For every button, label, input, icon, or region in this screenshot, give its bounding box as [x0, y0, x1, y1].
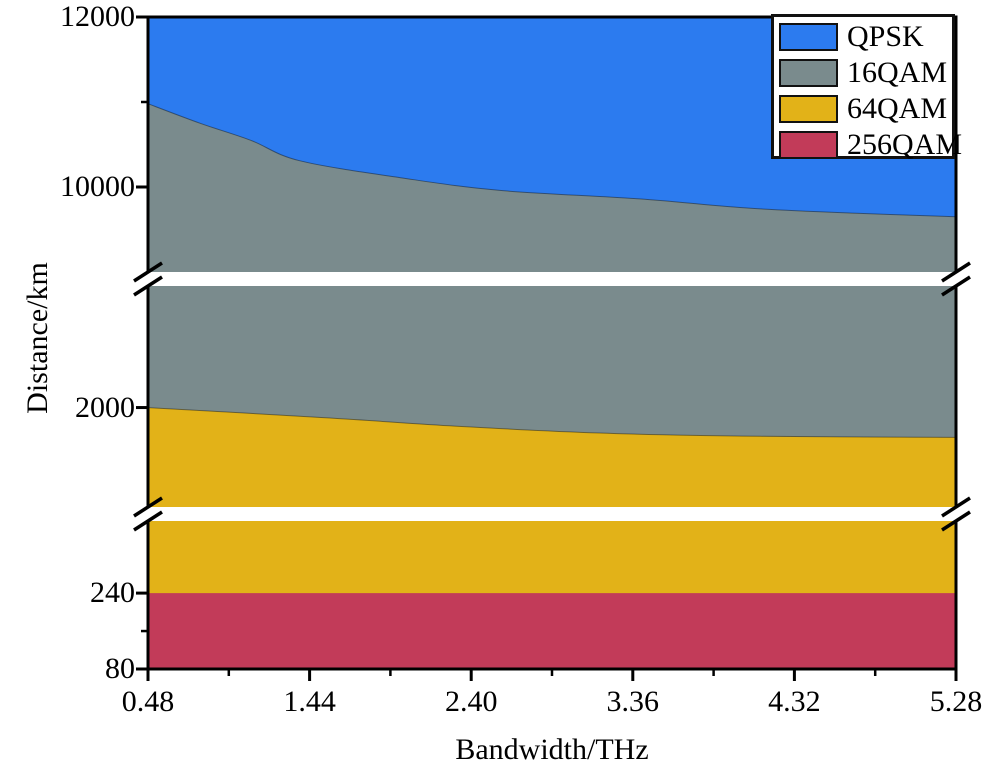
- legend-item-256qam: 256QAM: [779, 128, 963, 161]
- axis-break-band-1: [145, 272, 959, 286]
- axis-break-mark: [941, 261, 971, 283]
- y-tick-label-10000: 10000: [60, 170, 135, 203]
- boundary-line-qpsk: [147, 103, 957, 218]
- legend-label-256qam: 256QAM: [847, 128, 963, 161]
- legend-label-64qam: 64QAM: [847, 92, 948, 125]
- legend-item-16qam: 16QAM: [779, 56, 948, 89]
- legend-label-qpsk: QPSK: [847, 20, 924, 53]
- legend-swatch-256qam: [779, 131, 838, 159]
- x-tick-label-2.40: 2.40: [444, 685, 498, 718]
- x-tick-label-3.36: 3.36: [606, 685, 660, 718]
- legend: QPSK 16QAM 64QAM 256QAM: [771, 14, 962, 160]
- x-tick-label-1.44: 1.44: [283, 685, 336, 718]
- axis-break-mark: [941, 510, 971, 532]
- x-tick-label-0.48: 0.48: [121, 685, 175, 718]
- y-axis-title: Distance/km: [21, 262, 54, 414]
- y-tick-label-2000: 2000: [75, 390, 135, 424]
- x-axis-title: Bandwidth/THz: [455, 733, 649, 766]
- boundary-line-16qam: [147, 407, 957, 438]
- y-tick-label-240: 240: [90, 576, 135, 610]
- y-tick-label-80: 80: [105, 652, 135, 685]
- axis-break-band-2: [145, 507, 959, 521]
- axis-break-mark: [133, 510, 163, 532]
- legend-label-16qam: 16QAM: [847, 56, 948, 89]
- legend-item-64qam: 64QAM: [779, 92, 948, 125]
- x-tick-label-4.32: 4.32: [768, 685, 821, 718]
- axis-break-mark: [133, 275, 163, 297]
- legend-swatch-16qam: [779, 59, 838, 87]
- legend-swatch-qpsk: [779, 23, 838, 51]
- legend-item-qpsk: QPSK: [779, 20, 924, 53]
- axis-break-mark: [941, 275, 971, 297]
- y-tick-label-12000: 12000: [60, 0, 135, 33]
- axis-break-mark: [941, 496, 971, 518]
- area-256qam: [148, 593, 956, 669]
- legend-swatch-64qam: [779, 95, 838, 123]
- axis-break-mark: [133, 261, 163, 283]
- axis-break-mark: [133, 496, 163, 518]
- x-tick-label-5.28: 5.28: [929, 685, 983, 718]
